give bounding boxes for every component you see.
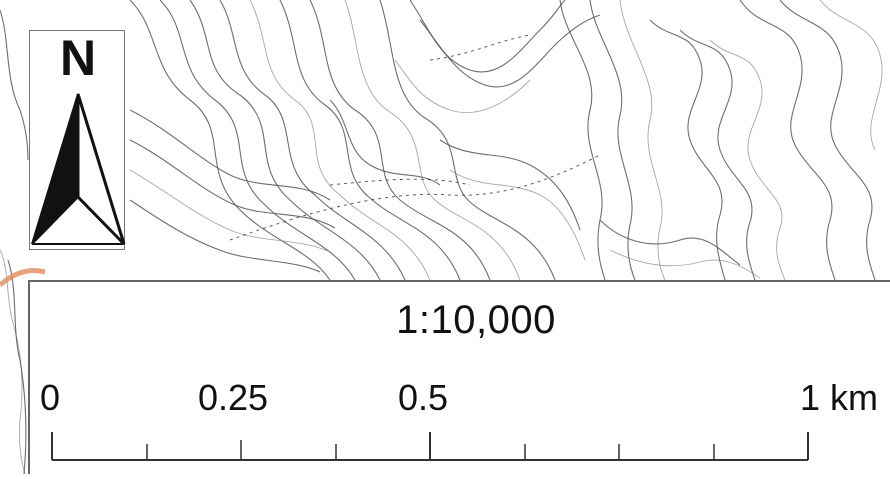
north-arrow: N bbox=[29, 30, 126, 250]
scale-bar bbox=[51, 432, 809, 461]
scale-panel: 1:10,000 0 0.25 0.5 1 km bbox=[28, 280, 890, 474]
scale-label-1km: 1 km bbox=[800, 377, 879, 418]
north-arrow-icon bbox=[31, 93, 126, 246]
north-label: N bbox=[59, 30, 97, 86]
scale-label-0: 0 bbox=[40, 377, 61, 418]
scale-ratio: 1:10,000 bbox=[396, 298, 556, 342]
river-highlight bbox=[0, 268, 46, 287]
scale-label-025: 0.25 bbox=[198, 377, 269, 418]
scale-label-05: 0.5 bbox=[398, 377, 449, 418]
trail-group bbox=[229, 34, 601, 241]
